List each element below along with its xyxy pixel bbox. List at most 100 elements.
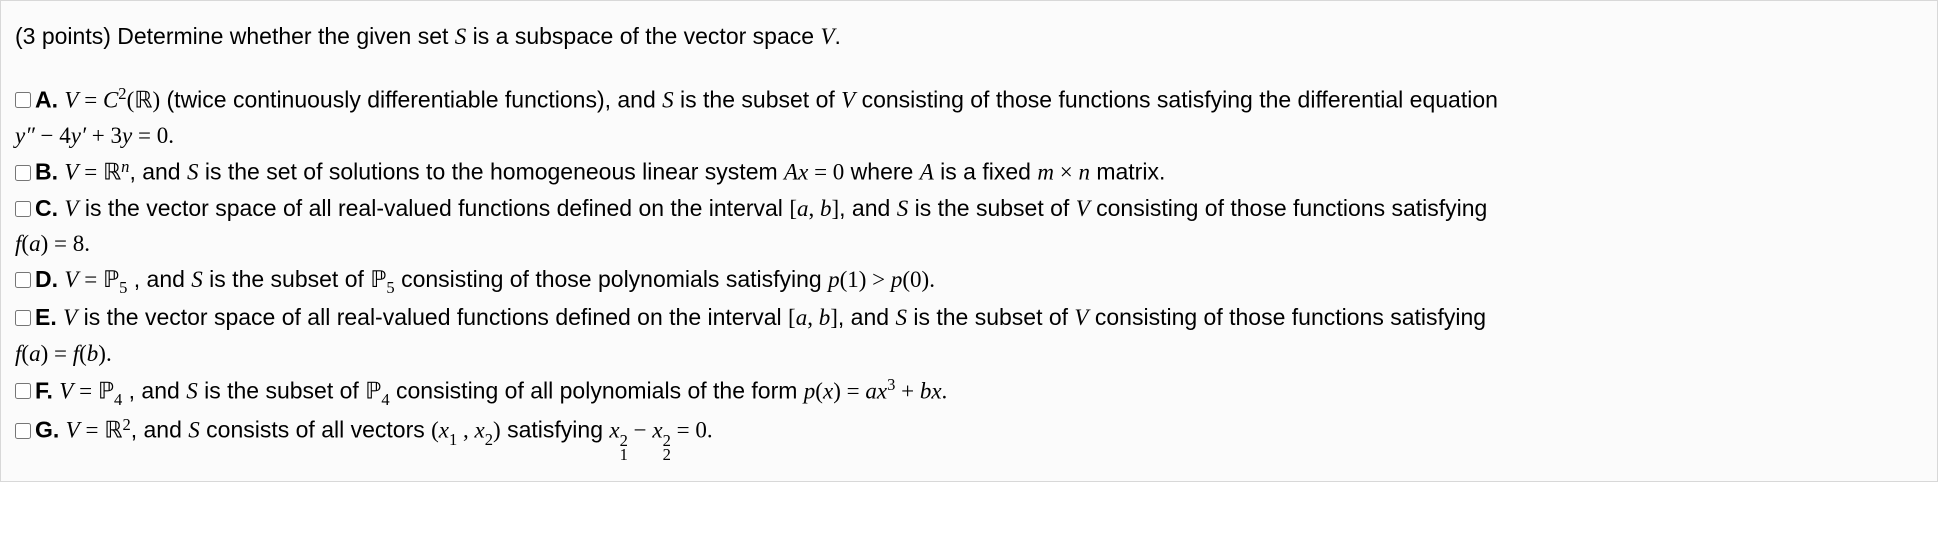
checkbox-wrap xyxy=(15,374,31,410)
sym: C xyxy=(103,87,118,112)
sym: V xyxy=(64,160,78,185)
sym: a xyxy=(797,196,809,221)
txt: is the vector space of all real-valued f… xyxy=(77,304,788,330)
sub: 4 xyxy=(114,390,122,409)
txt: consists of all vectors xyxy=(200,417,431,443)
option-f: F. V = ℙ4 , and S is the subset of ℙ4 co… xyxy=(15,372,1923,412)
sup: 2 xyxy=(122,415,130,434)
paren: ). xyxy=(98,341,111,366)
symbol-V: V xyxy=(820,24,834,49)
option-c: C. V is the vector space of all real-val… xyxy=(15,191,1923,227)
sym-R: ℝ xyxy=(103,160,121,185)
paren: ) xyxy=(152,87,160,112)
checkbox-wrap xyxy=(15,414,31,450)
txt: = 0. xyxy=(132,123,174,148)
sup: n xyxy=(121,157,129,176)
txt: , and xyxy=(839,195,897,221)
br: [ xyxy=(789,196,797,221)
sym: V xyxy=(63,305,77,330)
txt: = xyxy=(48,341,72,366)
sub: 5 xyxy=(119,278,127,297)
sym: x xyxy=(652,418,662,443)
sup: 3 xyxy=(887,375,895,394)
sym: a xyxy=(796,305,808,330)
checkbox-wrap xyxy=(15,192,31,228)
sym: S xyxy=(186,378,198,403)
txt: is the vector space of all real-valued f… xyxy=(78,195,789,221)
option-c-eq: f(a) = 8. xyxy=(15,226,1923,262)
sym: a xyxy=(865,378,877,403)
txt: (0). xyxy=(902,267,935,292)
txt: , and xyxy=(129,159,187,185)
txt: , xyxy=(807,305,819,330)
sym: y″ xyxy=(15,123,35,148)
paren: ( xyxy=(79,341,87,366)
sym-P: ℙ xyxy=(98,378,114,403)
sym-P: ℙ xyxy=(365,378,381,403)
checkbox-d[interactable] xyxy=(15,272,31,288)
checkbox-a[interactable] xyxy=(15,92,31,108)
txt: consisting of all polynomials of the for… xyxy=(390,377,804,403)
question-container: (3 points) Determine whether the given s… xyxy=(0,0,1938,482)
txt: , and xyxy=(127,266,191,292)
sym-P: ℙ xyxy=(370,267,386,292)
checkbox-wrap xyxy=(15,156,31,192)
txt: (twice continuously differentiable funct… xyxy=(160,86,662,112)
prompt-text-1: Determine whether the given set xyxy=(117,23,455,49)
txt: = xyxy=(78,87,102,112)
sym: x xyxy=(798,160,808,185)
txt: satisfying xyxy=(501,417,610,443)
sym: b xyxy=(819,305,831,330)
sym: S xyxy=(897,196,909,221)
txt: − 4 xyxy=(35,123,71,148)
txt: = xyxy=(841,378,865,403)
prompt-text-3: . xyxy=(835,23,841,49)
sym: x xyxy=(931,378,941,403)
paren: ) xyxy=(493,418,501,443)
sym: S xyxy=(187,160,199,185)
paren: ( xyxy=(431,418,439,443)
paren: ( xyxy=(21,341,29,366)
option-label-e: E. xyxy=(35,304,63,330)
sym: V xyxy=(64,87,78,112)
txt: consisting of those functions satisfying… xyxy=(855,86,1498,112)
checkbox-e[interactable] xyxy=(15,310,31,326)
option-a-eq: y″ − 4y′ + 3y = 0. xyxy=(15,118,1923,154)
txt: = 0 xyxy=(808,160,844,185)
txt: consisting of those functions satisfying xyxy=(1090,195,1488,221)
sym: V xyxy=(59,378,73,403)
sym: p xyxy=(804,378,816,403)
checkbox-g[interactable] xyxy=(15,423,31,439)
sub: 5 xyxy=(386,278,394,297)
txt: = xyxy=(73,378,97,403)
checkbox-f[interactable] xyxy=(15,383,31,399)
sub: 1 xyxy=(449,430,457,449)
txt: consisting of those functions satisfying xyxy=(1088,304,1486,330)
sym: V xyxy=(66,418,80,443)
sym: A xyxy=(920,160,934,185)
checkbox-c[interactable] xyxy=(15,201,31,217)
sym: x xyxy=(877,378,887,403)
txt: + xyxy=(895,378,919,403)
sym: x xyxy=(823,378,833,403)
sym: y xyxy=(122,123,132,148)
txt: is the subset of xyxy=(907,304,1074,330)
sub: 2 xyxy=(485,430,493,449)
question-prompt: (3 points) Determine whether the given s… xyxy=(15,19,1923,55)
sym-R: ℝ xyxy=(134,87,152,112)
sym: y′ xyxy=(71,123,86,148)
txt: × xyxy=(1054,160,1078,185)
sym: x xyxy=(475,418,485,443)
sym: n xyxy=(1078,160,1090,185)
sym: S xyxy=(895,305,907,330)
br: ] xyxy=(831,196,839,221)
checkbox-b[interactable] xyxy=(15,165,31,181)
txt: , and xyxy=(131,417,189,443)
txt: , and xyxy=(122,377,186,403)
txt: , and xyxy=(838,304,896,330)
sub: 2 xyxy=(663,448,671,463)
paren: ( xyxy=(815,378,823,403)
sym: m xyxy=(1037,160,1054,185)
sym: b xyxy=(87,341,99,366)
txt: matrix. xyxy=(1090,159,1165,185)
